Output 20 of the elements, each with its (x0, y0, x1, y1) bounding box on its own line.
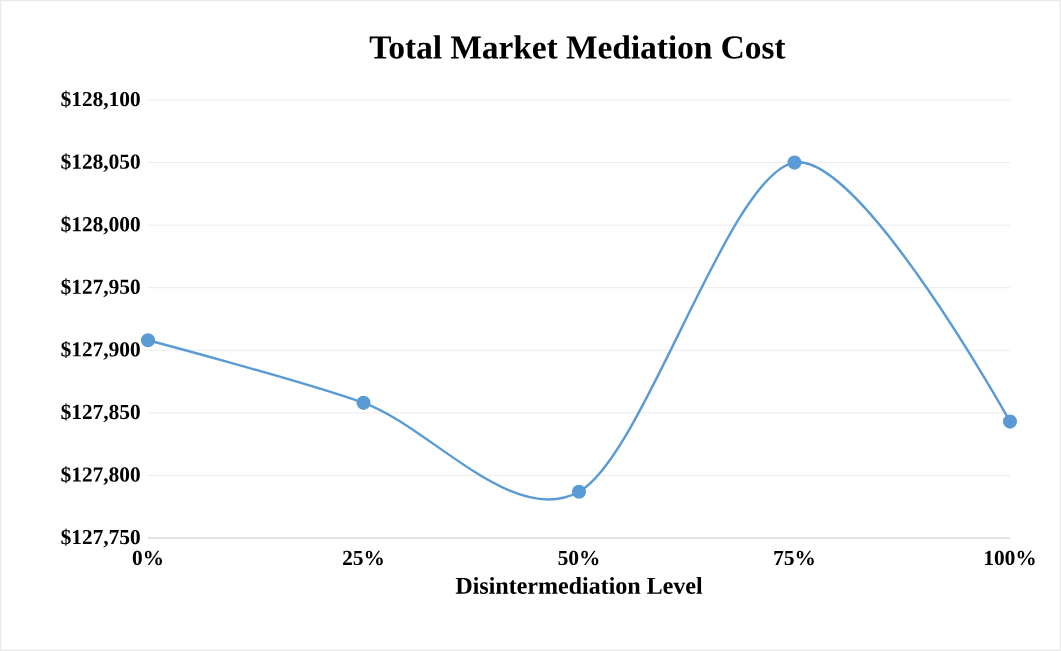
x-tick-label: 100% (985, 550, 1035, 566)
y-tick-label: $127,900 (61, 340, 140, 360)
x-tick-label: 0% (132, 550, 162, 566)
y-tick-label: $128,000 (61, 215, 140, 235)
point (571, 484, 587, 499)
point (356, 395, 371, 410)
point (140, 333, 156, 348)
y-tick-label: $127,800 (61, 466, 140, 485)
chart-title: Total Market Mediation Cost (369, 35, 786, 59)
y-tick-label: $128,050 (61, 153, 140, 172)
y-tick-label: $127,850 (61, 403, 140, 423)
point (787, 155, 802, 170)
x-tick-label: 75% (774, 550, 814, 566)
x-tick-label: 25% (343, 550, 383, 566)
x-axis-title: Disintermediation Level (455, 576, 703, 594)
y-tick-label: $128,100 (61, 90, 140, 110)
x-tick-label: 50% (558, 550, 599, 566)
y-tick-label: $127,750 (61, 528, 140, 548)
point (1002, 414, 1018, 429)
y-tick-label: $127,950 (61, 278, 140, 298)
